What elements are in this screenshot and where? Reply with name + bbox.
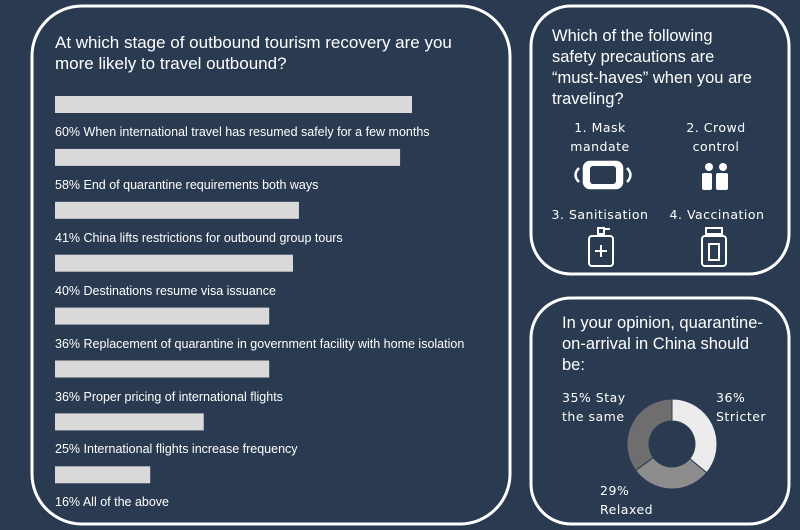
bar [55, 254, 293, 272]
donut-slice [626, 398, 673, 472]
item-label: 4. Vaccination [669, 207, 765, 222]
panel-frame [30, 4, 512, 526]
bar [55, 413, 204, 431]
bar [55, 96, 412, 113]
mask-icon [574, 160, 632, 190]
item-label: 3. Sanitisation [551, 207, 649, 222]
chart-title: In your opinion, quarantine-on-arrival i… [562, 314, 763, 374]
crowd-icon [702, 163, 728, 190]
bar-label: 40% Destinations resume visa issuance [55, 284, 485, 299]
value-label: 16% [55, 495, 81, 510]
category-label: Replacement of quarantine in government … [83, 336, 465, 351]
bar-label: 58% End of quarantine requirements both … [55, 178, 485, 193]
bar-label: 41% China lifts restrictions for outboun… [55, 231, 485, 246]
value-label: 36% [55, 336, 81, 351]
category-label: Proper pricing of international flights [83, 389, 283, 404]
value-label: 25% [55, 442, 81, 457]
panel-frame [529, 4, 791, 276]
category-label: Stricter [716, 409, 767, 424]
sanitiser-icon [588, 227, 614, 267]
bar [55, 466, 151, 484]
value-label: 40% [55, 283, 81, 298]
bar [55, 201, 299, 219]
donut-slice [671, 398, 718, 474]
bar [55, 360, 270, 378]
bar-label: 36% Proper pricing of international flig… [55, 390, 485, 405]
panel-title: Which of the following safety precaution… [552, 27, 752, 108]
bar-label: 60% When international travel has resume… [55, 125, 485, 140]
bar [55, 307, 270, 325]
category-label: Destinations resume visa issuance [83, 283, 276, 298]
bar-label: 16% All of the above [55, 495, 485, 510]
category-label: When international travel has resumed sa… [83, 125, 430, 139]
value-label: 35% [562, 390, 592, 405]
value-label: 29% [600, 483, 630, 498]
category-label: International flights increase frequency [83, 442, 298, 457]
slice-label: 35% Stay the same [562, 388, 642, 426]
item-label: 2. Crowd control [686, 120, 746, 154]
category-label: Stay the same [562, 390, 626, 424]
bar [55, 148, 401, 166]
category-label: Relaxed [600, 502, 654, 517]
panel-frame [529, 296, 791, 526]
slice-label: 29% Relaxed [600, 481, 660, 519]
category-label: All of the above [82, 495, 169, 510]
value-label: 36% [55, 389, 81, 404]
value-label: 60% [55, 125, 81, 139]
chart-title: At which stage of outbound tourism recov… [55, 33, 452, 73]
bar-label: 25% International flights increase frequ… [55, 442, 485, 457]
item-label: 1. Mask mandate [570, 120, 630, 154]
category-label: China lifts restrictions for outbound gr… [83, 230, 343, 245]
value-label: 58% [55, 177, 81, 192]
value-label: 36% [716, 390, 746, 405]
value-label: 41% [55, 230, 81, 245]
slice-label: 36% Stricter [716, 388, 776, 426]
vial-icon [701, 227, 727, 267]
bar-label: 36% Replacement of quarantine in governm… [55, 337, 485, 352]
category-label: End of quarantine requirements both ways [83, 177, 319, 192]
